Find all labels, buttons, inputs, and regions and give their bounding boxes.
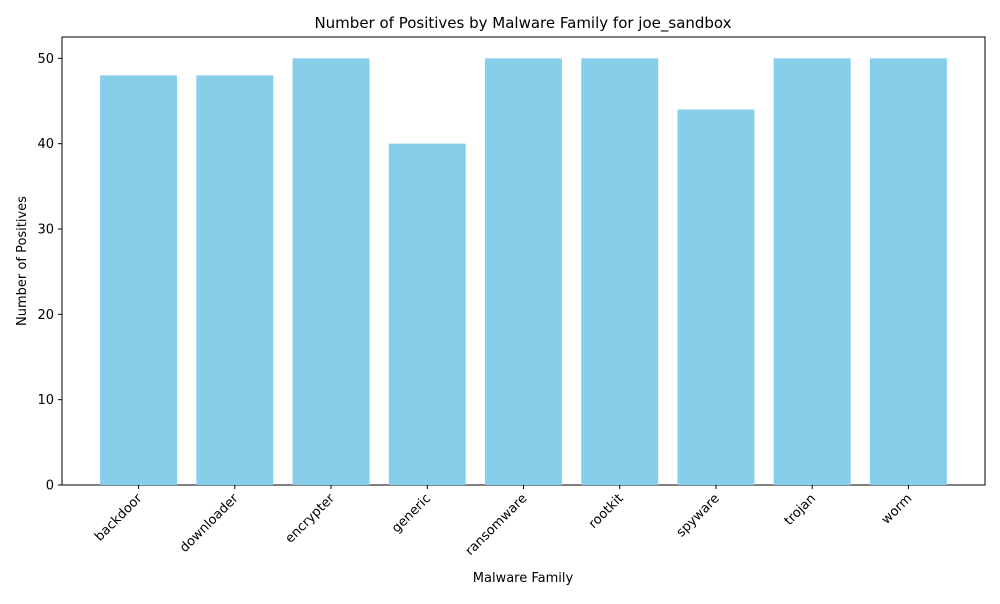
- y-tick-label: 20: [37, 308, 54, 323]
- bar-rootkit: [581, 58, 659, 485]
- chart-title: Number of Positives by Malware Family fo…: [314, 14, 731, 33]
- y-tick-label: 50: [37, 52, 54, 67]
- y-tick-label: 40: [37, 137, 54, 152]
- bar-worm: [869, 58, 947, 485]
- y-tick-label: 10: [37, 393, 54, 408]
- bar-encrypter: [292, 58, 370, 485]
- y-tick-label: 30: [37, 223, 54, 238]
- bar-generic: [388, 143, 466, 485]
- y-axis: 0 10 20 30 40 50: [37, 52, 62, 494]
- x-axis-label: Malware Family: [473, 571, 574, 586]
- y-tick-label: 0: [46, 479, 54, 494]
- bars-group: [100, 58, 947, 486]
- y-axis-label: Number of Positives: [15, 196, 30, 326]
- bar-trojan: [773, 58, 851, 485]
- bar-spyware: [677, 109, 755, 486]
- bar-backdoor: [100, 75, 178, 486]
- bar-downloader: [196, 75, 274, 486]
- bar-ransomware: [485, 58, 562, 485]
